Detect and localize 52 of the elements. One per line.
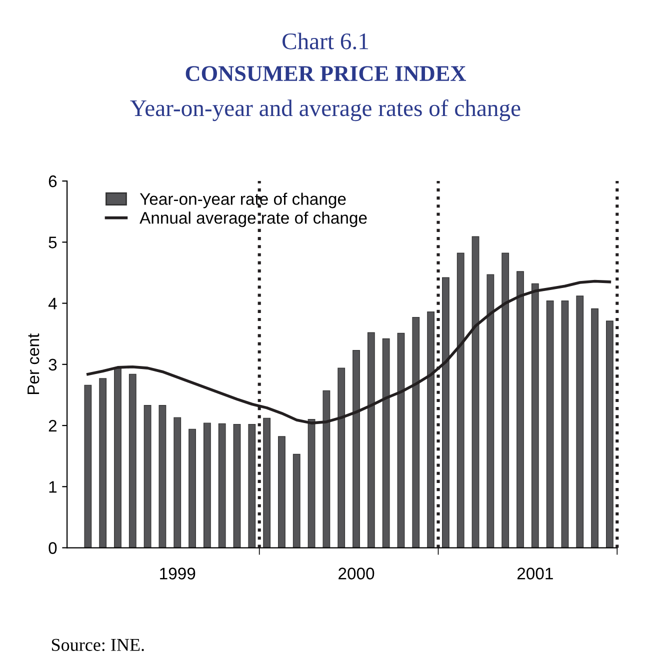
y-tick-label: 6	[48, 175, 57, 188]
bar	[516, 271, 524, 548]
bar	[248, 424, 256, 548]
bar	[502, 252, 510, 548]
y-tick-label: 2	[48, 420, 56, 432]
y-tick-label: 0	[48, 542, 57, 554]
bar	[442, 277, 450, 548]
x-tick-label: 2001	[517, 568, 553, 580]
y-axis-title: Per cent	[28, 333, 40, 394]
bar	[322, 390, 330, 548]
x-tick-label: 1999	[160, 568, 196, 580]
source-note: Source: INE.	[52, 638, 144, 652]
bar	[546, 300, 554, 548]
legend-label: Year-on-year rate of change	[140, 192, 346, 208]
y-tick-label: 4	[48, 298, 57, 310]
y-tick-label: 5	[48, 236, 57, 248]
bar	[158, 404, 166, 548]
bar	[367, 332, 375, 548]
bar	[472, 236, 480, 548]
x-tick-label: 2000	[338, 568, 374, 580]
bar	[114, 367, 122, 548]
bar	[99, 378, 107, 548]
bar	[263, 418, 271, 548]
bar	[352, 350, 360, 548]
bar	[218, 423, 226, 548]
bar	[84, 384, 92, 548]
bar	[561, 300, 569, 548]
bar	[606, 320, 614, 548]
bar	[397, 332, 405, 548]
bar	[188, 428, 196, 548]
bar	[338, 368, 346, 548]
bar	[292, 454, 300, 548]
bar	[278, 436, 286, 548]
bar	[174, 417, 182, 548]
bar	[531, 283, 539, 548]
bar	[382, 338, 390, 548]
bar	[203, 422, 211, 548]
chart-title: Chart 6.1 CONSUMER PRICE INDEX	[186, 32, 466, 82]
bar	[233, 424, 241, 548]
chart-subtitle: Year-on-year and average rates of change	[130, 99, 520, 122]
bar	[412, 316, 420, 548]
bar	[486, 274, 494, 548]
y-tick-label: 3	[48, 358, 57, 371]
bar	[308, 419, 316, 548]
bar	[591, 308, 598, 548]
legend-label: Annual average rate of change	[140, 212, 367, 228]
bar	[456, 252, 464, 548]
y-tick-label: 1	[49, 481, 57, 493]
bar	[144, 404, 152, 548]
bar	[427, 311, 435, 548]
bar	[128, 374, 136, 548]
bar	[576, 296, 584, 548]
